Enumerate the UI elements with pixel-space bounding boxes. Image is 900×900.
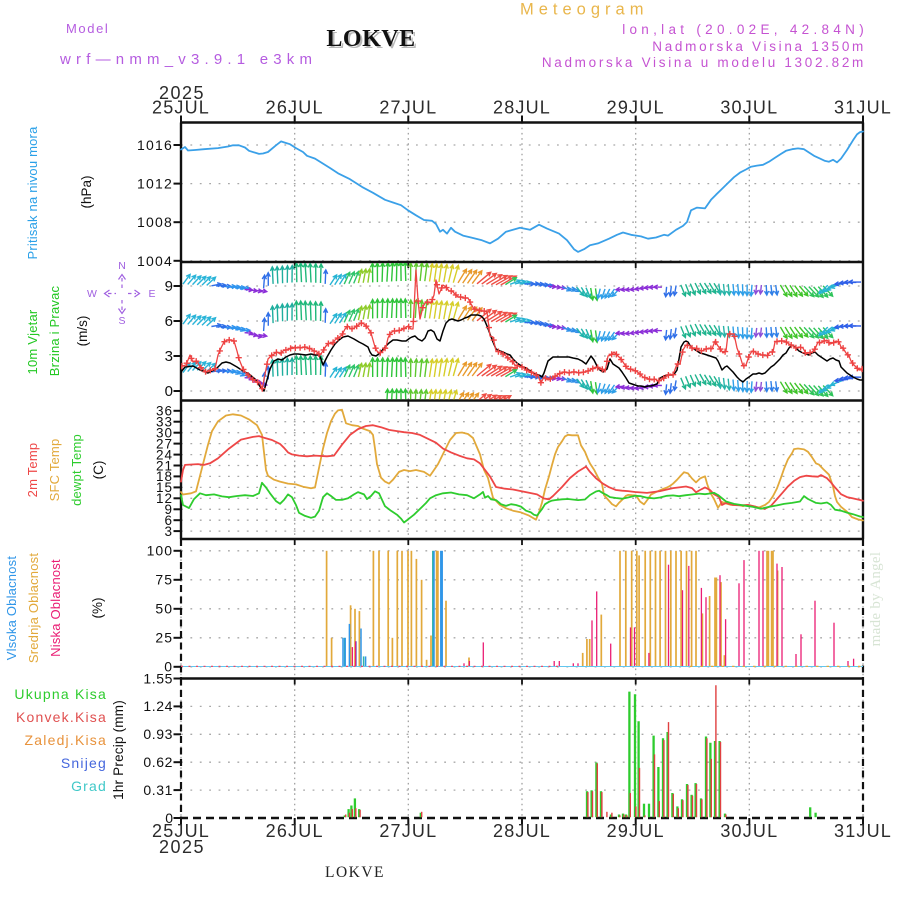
svg-text:0.62: 0.62 (143, 754, 173, 770)
svg-text:Srednja Oblacnost: Srednja Oblacnost (26, 553, 41, 664)
svg-text:1.24: 1.24 (143, 698, 173, 714)
svg-text:9: 9 (164, 502, 173, 517)
svg-text:15: 15 (156, 480, 173, 495)
svg-text:0.31: 0.31 (143, 782, 173, 798)
svg-text:Nadmorska Visina u modelu 1302: Nadmorska Visina u modelu 1302.82m (542, 55, 866, 70)
svg-text:(%): (%) (90, 598, 105, 619)
svg-text:W: W (87, 288, 97, 300)
svg-text:24: 24 (156, 447, 173, 462)
svg-text:0: 0 (164, 659, 173, 675)
svg-text:25JUL: 25JUL (152, 98, 210, 118)
svg-text:27JUL: 27JUL (379, 821, 437, 841)
svg-text:wrf—nmm_v3.9.1 e3km: wrf—nmm_v3.9.1 e3km (59, 51, 317, 68)
svg-text:(m/s): (m/s) (75, 316, 90, 347)
svg-text:Meteogram: Meteogram (520, 1, 648, 19)
svg-text:1016: 1016 (137, 137, 173, 153)
svg-text:2025: 2025 (159, 83, 205, 103)
svg-text:0.93: 0.93 (143, 726, 173, 742)
svg-text:25: 25 (155, 630, 173, 646)
svg-text:2025: 2025 (159, 837, 205, 857)
svg-text:1012: 1012 (137, 176, 173, 192)
svg-text:made by Angel: made by Angel (868, 552, 884, 647)
svg-text:50: 50 (155, 601, 173, 617)
svg-text:1hr Precip (mm): 1hr Precip (mm) (111, 700, 126, 800)
svg-text:Model: Model (66, 21, 109, 36)
svg-text:27JUL: 27JUL (379, 98, 437, 118)
svg-text:SFC Temp: SFC Temp (47, 439, 62, 502)
svg-text:Zaledj.Kisa: Zaledj.Kisa (25, 732, 107, 748)
svg-text:1008: 1008 (137, 214, 173, 230)
svg-text:25JUL: 25JUL (152, 821, 210, 841)
svg-text:18: 18 (156, 469, 173, 484)
svg-text:33: 33 (156, 415, 173, 430)
svg-text:(C): (C) (91, 461, 106, 480)
svg-text:Grad: Grad (71, 778, 107, 794)
svg-text:28JUL: 28JUL (493, 821, 551, 841)
svg-text:27: 27 (156, 436, 173, 451)
svg-text:0: 0 (165, 383, 173, 400)
svg-text:(hPa): (hPa) (79, 175, 94, 208)
svg-text:LOKVE: LOKVE (326, 26, 415, 52)
svg-text:30JUL: 30JUL (720, 821, 778, 841)
svg-text:Pritisak na nivou mora: Pritisak na nivou mora (25, 126, 40, 260)
svg-text:9: 9 (165, 278, 173, 295)
svg-text:30: 30 (156, 425, 173, 440)
svg-text:100: 100 (147, 543, 173, 559)
svg-text:10m Vjetar: 10m Vjetar (25, 309, 40, 374)
svg-text:26JUL: 26JUL (266, 98, 324, 118)
svg-text:LOKVE: LOKVE (325, 864, 385, 881)
svg-text:28JUL: 28JUL (493, 98, 551, 118)
svg-text:26JUL: 26JUL (266, 821, 324, 841)
svg-text:6: 6 (165, 313, 173, 330)
svg-text:12: 12 (156, 491, 173, 506)
svg-text:lon,lat (20.02E, 42.84N): lon,lat (20.02E, 42.84N) (622, 22, 868, 37)
svg-text:0: 0 (165, 810, 173, 826)
svg-text:29JUL: 29JUL (607, 821, 665, 841)
svg-text:21: 21 (156, 458, 173, 473)
svg-text:dewpt Temp: dewpt Temp (69, 434, 84, 506)
svg-text:29JUL: 29JUL (607, 98, 665, 118)
svg-text:Snijeg: Snijeg (61, 755, 107, 771)
svg-text:E: E (148, 288, 155, 300)
svg-text:Ukupna Kisa: Ukupna Kisa (14, 686, 107, 702)
svg-text:3: 3 (164, 524, 173, 539)
svg-text:2m Temp: 2m Temp (25, 443, 40, 498)
svg-text:S: S (118, 315, 125, 327)
svg-text:31JUL: 31JUL (834, 821, 892, 841)
svg-text:N: N (118, 260, 126, 272)
svg-text:36: 36 (156, 404, 173, 419)
svg-text:31JUL: 31JUL (834, 98, 892, 118)
svg-text:Niska Oblacnost: Niska Oblacnost (48, 559, 63, 657)
svg-text:75: 75 (155, 572, 173, 588)
svg-text:1004: 1004 (137, 253, 173, 269)
svg-text:Vlsoka Oblacnost: Vlsoka Oblacnost (4, 556, 19, 661)
svg-text:30JUL: 30JUL (720, 98, 778, 118)
svg-text:Konvek.Kisa: Konvek.Kisa (16, 709, 107, 725)
svg-text:Brzina i Pravac: Brzina i Pravac (47, 285, 62, 376)
svg-text:6: 6 (164, 513, 173, 528)
svg-text:3: 3 (165, 348, 173, 365)
svg-text:Nadmorska Visina 1350m: Nadmorska Visina 1350m (652, 39, 866, 54)
svg-text:1.55: 1.55 (143, 670, 173, 686)
